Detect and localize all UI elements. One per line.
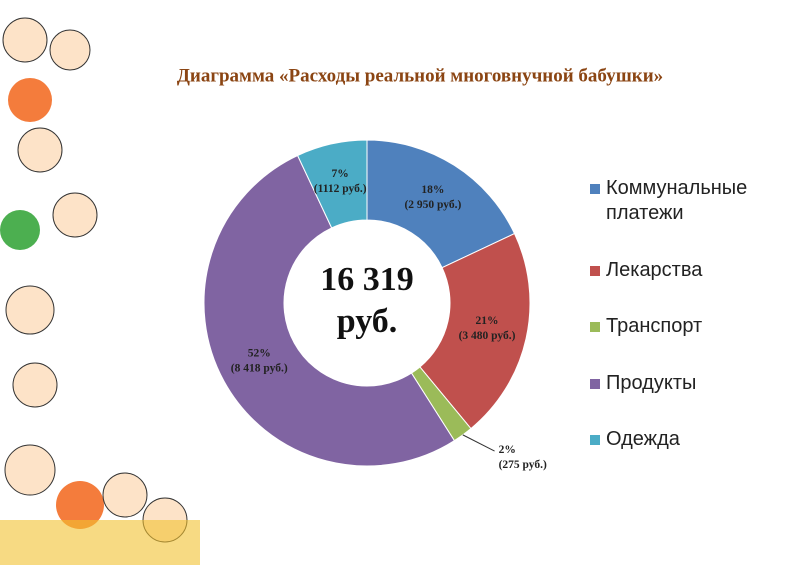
decoration — [0, 17, 200, 565]
data-label: 2% (275 руб.) — [499, 444, 547, 471]
legend-swatch — [590, 379, 600, 389]
amount-label: (275 руб.) — [499, 459, 547, 471]
legend-item: Коммунальные платежи — [590, 176, 790, 226]
legend-item: Одежда — [590, 427, 790, 452]
slice — [296, 139, 368, 229]
slice — [366, 139, 516, 269]
legend-label: Транспорт — [606, 315, 703, 337]
value-label: 21% — [476, 315, 499, 327]
amount-label: (2 950 руб.) — [404, 199, 461, 211]
value-label: 18% — [421, 184, 444, 196]
data-label: 21% (3 480 руб.) — [459, 315, 516, 342]
data-label: 7% (1112 руб.) — [314, 168, 367, 195]
total-unit: руб. — [337, 303, 398, 340]
data-label: 18% (2 950 руб.) — [404, 184, 461, 211]
legend-swatch — [590, 322, 600, 332]
legend-label: Продукты — [606, 372, 697, 394]
value-label: 7% — [332, 168, 349, 180]
legend-label: Лекарства — [606, 259, 703, 281]
legend-item: Транспорт — [590, 314, 790, 339]
chart-title: Диаграмма «Расходы реальной многовнучной… — [177, 65, 663, 86]
legend-label: Коммунальные платежи — [606, 177, 748, 224]
leader-line — [462, 434, 495, 452]
data-label: 52% (8 418 руб.) — [231, 347, 288, 374]
legend-label: Одежда — [606, 428, 680, 450]
value-label: 2% — [499, 444, 516, 456]
legend-swatch — [590, 435, 600, 445]
amount-label: (8 418 руб.) — [231, 362, 288, 374]
amount-label: (3 480 руб.) — [459, 330, 516, 342]
value-label: 52% — [248, 347, 271, 359]
amount-label: (1112 руб.) — [314, 183, 367, 195]
legend-item: Лекарства — [590, 258, 790, 283]
legend-item: Продукты — [590, 371, 790, 396]
slice — [419, 232, 531, 430]
legend-swatch — [590, 184, 600, 194]
legend: Коммунальные платежи Лекарства Транспорт Пр… — [590, 176, 790, 452]
legend-swatch — [590, 266, 600, 276]
total: 16 319 — [320, 261, 414, 298]
slice — [203, 154, 456, 467]
